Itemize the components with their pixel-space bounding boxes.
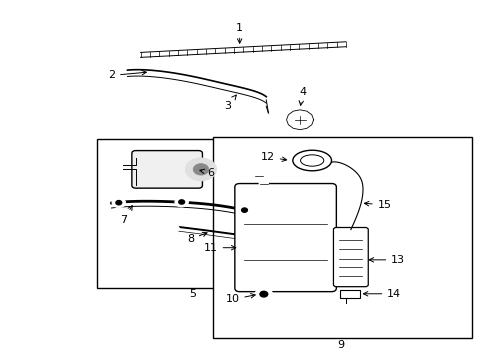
Circle shape — [179, 200, 184, 204]
Ellipse shape — [300, 155, 323, 166]
Bar — [340, 290, 359, 298]
Circle shape — [193, 164, 208, 175]
Circle shape — [255, 288, 272, 301]
Text: 1: 1 — [236, 23, 243, 43]
Circle shape — [237, 205, 251, 215]
Text: 3: 3 — [224, 95, 236, 111]
Circle shape — [175, 197, 188, 207]
Text: 13: 13 — [368, 255, 405, 265]
Text: 12: 12 — [260, 152, 286, 162]
Circle shape — [264, 234, 275, 243]
Circle shape — [254, 173, 264, 180]
Circle shape — [112, 198, 125, 208]
Circle shape — [185, 158, 216, 181]
FancyBboxPatch shape — [132, 150, 202, 188]
Text: 14: 14 — [363, 289, 401, 299]
Text: 10: 10 — [225, 294, 255, 305]
Text: 4: 4 — [298, 87, 305, 105]
Text: 6: 6 — [200, 168, 214, 178]
Text: 15: 15 — [364, 200, 391, 210]
Circle shape — [167, 224, 179, 233]
Text: 8: 8 — [186, 232, 206, 244]
Text: 2: 2 — [108, 71, 146, 80]
Circle shape — [292, 114, 307, 125]
Ellipse shape — [292, 150, 331, 171]
FancyBboxPatch shape — [234, 184, 336, 292]
FancyBboxPatch shape — [333, 228, 367, 287]
Text: 7: 7 — [120, 206, 132, 225]
Circle shape — [260, 291, 267, 297]
Circle shape — [259, 180, 268, 187]
Text: 9: 9 — [337, 340, 344, 350]
Polygon shape — [286, 110, 313, 130]
Circle shape — [255, 114, 282, 134]
Circle shape — [263, 120, 274, 128]
Text: 11: 11 — [203, 243, 235, 253]
Bar — [213, 138, 471, 338]
Bar — [97, 139, 287, 288]
Circle shape — [116, 201, 122, 205]
Text: 5: 5 — [188, 289, 195, 299]
Circle shape — [241, 208, 247, 212]
